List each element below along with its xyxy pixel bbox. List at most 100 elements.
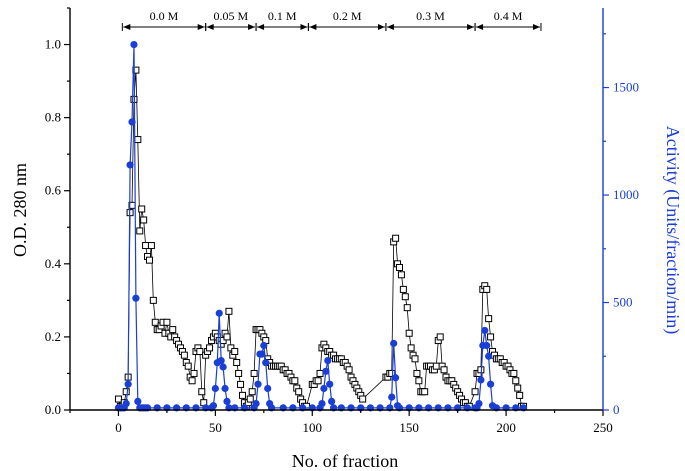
activity-point: [318, 399, 326, 408]
od-series: [114, 66, 528, 410]
od-point: [246, 395, 254, 403]
od-point: [421, 388, 429, 396]
activity-point: [485, 352, 493, 360]
right-y-axis-title: Activity (Units/fraction/min): [662, 126, 683, 334]
od-point: [432, 362, 440, 370]
od-point: [238, 391, 246, 399]
od-point: [397, 271, 405, 279]
od-point: [487, 333, 495, 341]
activity-point: [486, 380, 495, 388]
x-tick-label: 150: [399, 420, 419, 435]
x-tick-label: 50: [209, 420, 222, 435]
od-point: [180, 351, 188, 359]
right-y-tick-label: 500: [613, 295, 633, 310]
od-point: [142, 242, 150, 250]
od-point: [516, 391, 524, 399]
od-point: [145, 256, 153, 264]
od-point: [514, 384, 522, 392]
x-tick-label: 100: [303, 420, 323, 435]
od-point: [436, 333, 444, 341]
activity-point: [132, 294, 140, 302]
activity-point: [211, 384, 219, 393]
activity-point: [252, 399, 260, 408]
activity-point: [477, 376, 485, 384]
right-y-tick-label: 1500: [613, 80, 639, 95]
od-point: [151, 318, 159, 326]
activity-point: [388, 393, 396, 401]
activity-point: [215, 309, 223, 317]
od-point: [140, 216, 148, 224]
od-point: [250, 369, 258, 377]
od-point: [225, 307, 233, 315]
activity-point: [390, 339, 398, 347]
od-point: [188, 377, 196, 385]
od-point: [163, 318, 171, 326]
od-point: [206, 344, 214, 352]
od-point: [248, 388, 256, 396]
od-point: [138, 205, 146, 213]
plot-frame: [70, 8, 603, 410]
od-point: [314, 377, 322, 385]
x-tick-label: 200: [496, 420, 516, 435]
axes: 0 50 100 150 200 250 0.0 0.2 0.4 0.6 0.8 1.0 0 500 100…: [45, 7, 639, 435]
segment-label: 0.2 M: [333, 9, 362, 23]
activity-point: [320, 384, 328, 393]
od-point: [147, 242, 155, 250]
od-series-line: [118, 70, 524, 408]
right-y-tick-label: 1000: [613, 187, 639, 202]
od-point: [149, 296, 157, 304]
activity-point: [134, 397, 142, 406]
od-point: [122, 388, 130, 396]
activity-point: [392, 374, 400, 382]
od-point: [136, 227, 144, 235]
od-point: [440, 366, 448, 374]
od-point: [316, 369, 324, 377]
od-point: [512, 377, 520, 385]
x-axis-title: No. of fraction: [292, 451, 398, 471]
activity-point: [130, 40, 138, 49]
left-y-tick-label: 0.0: [45, 402, 61, 417]
od-point: [223, 333, 231, 341]
od-point: [359, 395, 367, 403]
activity-point: [262, 359, 270, 367]
activity-point: [219, 363, 227, 371]
activity-point: [324, 356, 332, 365]
od-point: [413, 369, 421, 377]
activity-point: [122, 399, 130, 408]
od-point: [237, 380, 245, 388]
x-tick-label: 250: [593, 420, 613, 435]
od-point: [190, 369, 198, 377]
left-y-tick-label: 1.0: [45, 37, 61, 52]
od-point: [399, 285, 407, 293]
x-tick-label: 0: [115, 420, 122, 435]
segment-label: 0.4 M: [494, 9, 523, 23]
od-point: [483, 285, 491, 293]
activity-point: [326, 380, 334, 388]
od-point: [407, 344, 415, 352]
od-point: [345, 366, 353, 374]
od-point: [403, 304, 411, 312]
activity-point: [260, 341, 268, 350]
od-point: [388, 369, 396, 377]
activity-point: [217, 356, 225, 365]
activity-point: [322, 367, 330, 375]
activity-point: [126, 161, 134, 169]
od-point: [295, 388, 303, 396]
od-point: [169, 326, 177, 334]
activity-point: [475, 399, 483, 408]
left-y-tick-label: 0.8: [45, 110, 61, 125]
segment-label: 0.3 M: [416, 9, 445, 23]
plot-area: [70, 8, 603, 410]
od-point: [395, 263, 403, 271]
activity-point: [258, 350, 266, 358]
od-point: [235, 369, 243, 377]
od-point: [392, 234, 400, 242]
segment-label: 0.05 M: [214, 9, 249, 23]
od-point: [233, 358, 241, 366]
od-point: [198, 388, 206, 396]
activity-point: [221, 384, 229, 393]
od-point: [291, 377, 299, 385]
activity-point: [483, 341, 491, 350]
od-point: [231, 348, 239, 356]
